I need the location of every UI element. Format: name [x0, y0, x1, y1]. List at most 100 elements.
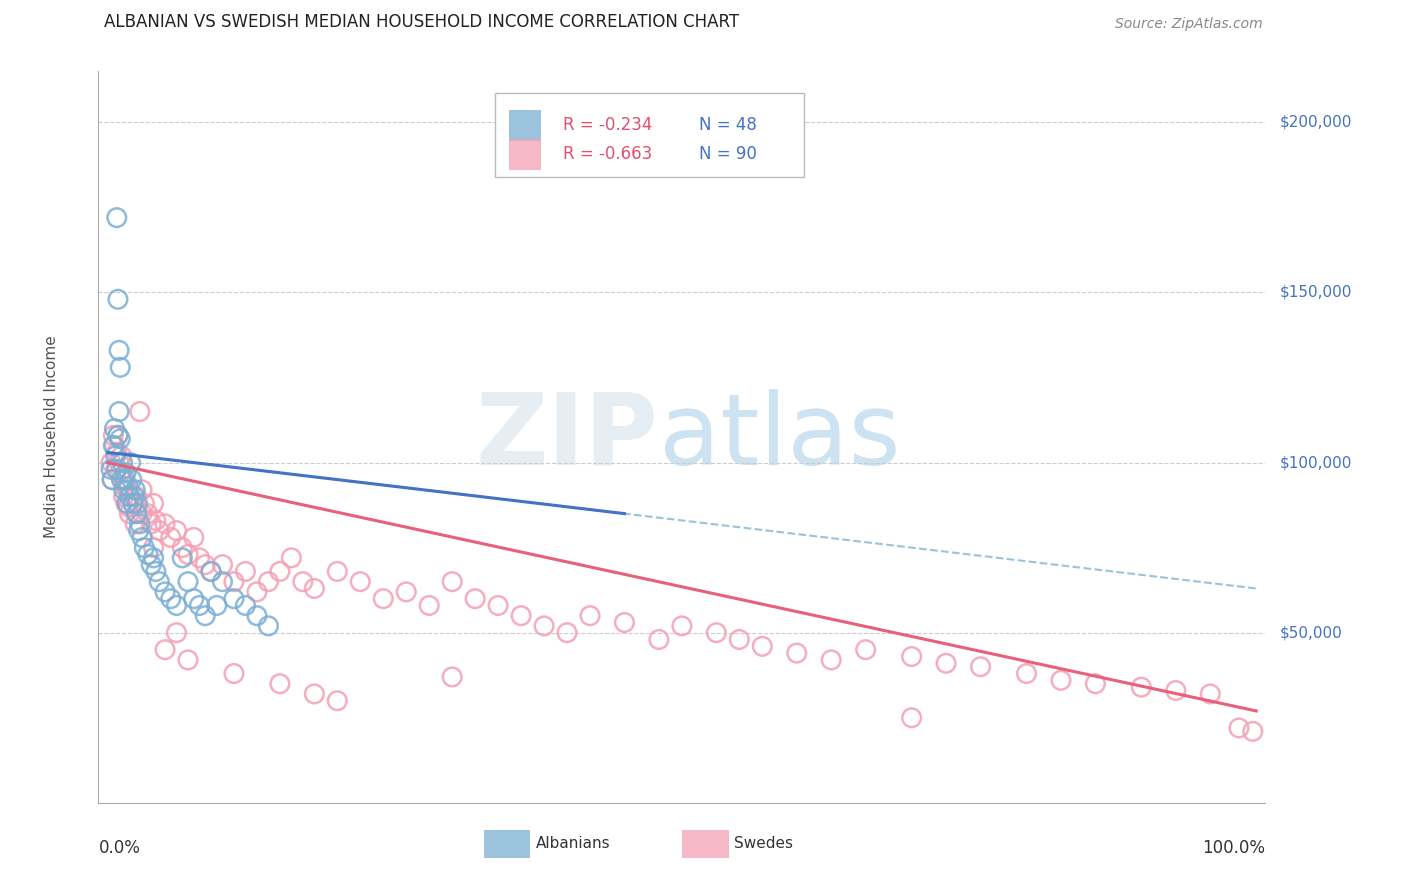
Point [111, 473, 134, 487]
Point [104, 449, 127, 463]
Point [112, 483, 135, 497]
Point [172, 541, 194, 555]
Point [246, 585, 269, 599]
Point [120, 456, 142, 470]
Point [533, 619, 555, 633]
Point [172, 550, 194, 565]
Point [441, 574, 464, 589]
Point [115, 466, 138, 480]
Point [142, 496, 165, 510]
Point [177, 548, 200, 562]
Point [555, 625, 578, 640]
Point [103, 439, 125, 453]
Point [101, 473, 124, 487]
Point [118, 507, 141, 521]
Text: Albanians: Albanians [536, 837, 610, 851]
Point [117, 500, 139, 514]
Point [153, 516, 176, 531]
Text: $100,000: $100,000 [1279, 455, 1351, 470]
Point [121, 473, 143, 487]
Point [148, 524, 170, 538]
Point [112, 490, 135, 504]
Point [141, 558, 163, 572]
Text: ZIP: ZIP [475, 389, 658, 485]
Point [105, 445, 128, 459]
FancyBboxPatch shape [495, 94, 804, 178]
Point [159, 531, 181, 545]
Point [122, 496, 145, 510]
Point [235, 599, 257, 613]
Point [127, 496, 149, 510]
Point [326, 565, 349, 579]
Point [103, 439, 125, 453]
Point [136, 507, 159, 521]
Point [125, 490, 148, 504]
Point [104, 462, 127, 476]
Point [194, 558, 217, 572]
Point [115, 496, 138, 510]
Point [134, 541, 156, 555]
Point [291, 574, 314, 589]
Point [464, 591, 486, 606]
Point [100, 462, 122, 476]
Text: 100.0%: 100.0% [1202, 839, 1265, 857]
Point [900, 649, 922, 664]
Point [103, 428, 125, 442]
Point [131, 483, 153, 497]
Point [105, 211, 128, 225]
Point [418, 599, 440, 613]
Text: $200,000: $200,000 [1279, 115, 1351, 130]
Point [671, 619, 693, 633]
Text: N = 90: N = 90 [699, 145, 758, 163]
Text: 0.0%: 0.0% [98, 839, 141, 857]
Point [648, 632, 671, 647]
Text: $150,000: $150,000 [1279, 285, 1351, 300]
Point [183, 591, 205, 606]
Point [110, 473, 132, 487]
Point [110, 432, 132, 446]
Point [786, 646, 808, 660]
Point [269, 565, 291, 579]
Point [124, 483, 146, 497]
Point [183, 531, 205, 545]
Point [108, 456, 131, 470]
Text: atlas: atlas [658, 389, 900, 485]
Point [114, 473, 136, 487]
Point [177, 574, 200, 589]
Text: R = -0.234: R = -0.234 [562, 116, 652, 134]
Point [969, 659, 991, 673]
Point [326, 694, 349, 708]
Text: R = -0.663: R = -0.663 [562, 145, 652, 163]
Point [579, 608, 602, 623]
Point [200, 565, 222, 579]
Point [118, 490, 141, 504]
Text: Median Household Income: Median Household Income [44, 335, 59, 539]
Point [257, 619, 280, 633]
Point [159, 591, 181, 606]
Point [751, 640, 773, 654]
Point [613, 615, 636, 630]
Text: ALBANIAN VS SWEDISH MEDIAN HOUSEHOLD INCOME CORRELATION CHART: ALBANIAN VS SWEDISH MEDIAN HOUSEHOLD INC… [104, 13, 740, 31]
Point [222, 666, 245, 681]
Point [166, 625, 188, 640]
Point [1199, 687, 1222, 701]
Point [304, 687, 326, 701]
Point [153, 642, 176, 657]
Point [136, 548, 159, 562]
Point [1050, 673, 1073, 688]
Point [855, 642, 877, 657]
Point [900, 711, 922, 725]
Point [131, 531, 153, 545]
Point [103, 421, 125, 435]
Point [820, 653, 842, 667]
Point [110, 449, 132, 463]
FancyBboxPatch shape [509, 110, 541, 141]
Point [222, 574, 245, 589]
Point [441, 670, 464, 684]
Point [1164, 683, 1187, 698]
Point [486, 599, 509, 613]
Text: $50,000: $50,000 [1279, 625, 1343, 640]
Point [107, 293, 129, 307]
Point [257, 574, 280, 589]
Point [122, 490, 145, 504]
